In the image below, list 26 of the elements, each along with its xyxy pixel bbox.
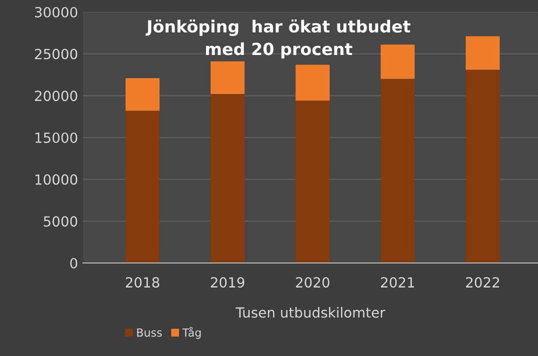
legend-label: Tåg xyxy=(182,326,201,339)
y-tick-label: 5000 xyxy=(44,216,78,227)
bar xyxy=(466,36,500,70)
bar xyxy=(380,44,415,79)
y-tick-label: 20000 xyxy=(34,90,78,102)
bar xyxy=(210,94,245,263)
bar xyxy=(126,110,160,263)
legend-label: Buss xyxy=(137,328,162,337)
bar xyxy=(466,70,500,263)
bar xyxy=(296,64,330,101)
bar xyxy=(380,78,415,263)
x-tick-label: 2021 xyxy=(381,277,414,288)
text: Jönköping har ökat utbudet med 20 procent xyxy=(146,20,410,58)
bar xyxy=(296,100,330,263)
x-tick-label: 2022 xyxy=(466,277,499,288)
y-tick-label: 15000 xyxy=(35,132,78,143)
y-tick-label: 30000 xyxy=(35,6,78,18)
bar xyxy=(210,61,245,94)
x-tick-label: 2018 xyxy=(126,277,160,288)
y-tick-label: 25000 xyxy=(34,48,78,60)
y-tick-label: 10000 xyxy=(35,174,78,185)
x-tick-label: 2019 xyxy=(210,277,244,288)
bar xyxy=(126,78,160,111)
x-tick-label: 2020 xyxy=(296,277,330,288)
y-tick-label: 0 xyxy=(70,258,78,268)
x-axis-title: Tusen utbudskilomter xyxy=(236,306,386,318)
